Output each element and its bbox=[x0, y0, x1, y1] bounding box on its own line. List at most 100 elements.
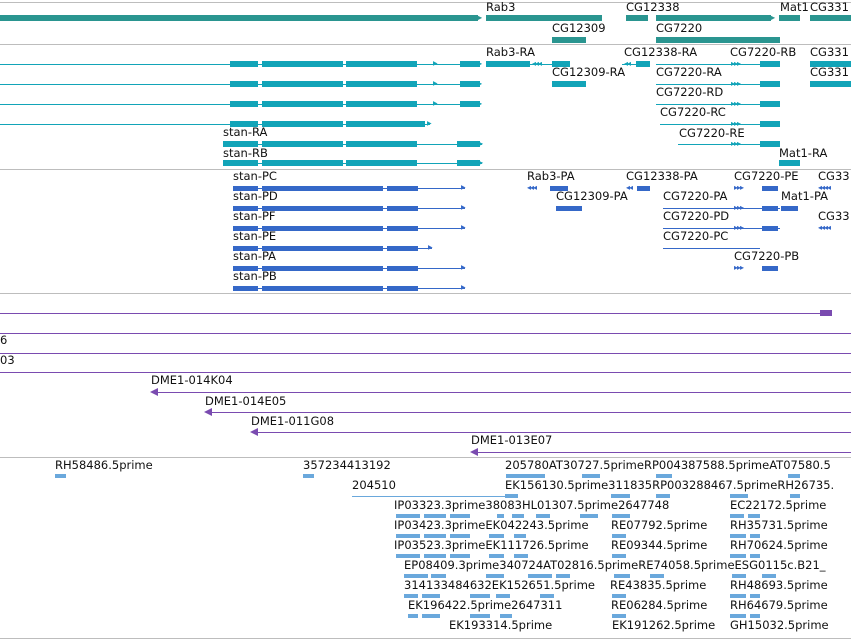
exon-block[interactable] bbox=[230, 121, 258, 127]
exon-block[interactable] bbox=[387, 205, 418, 211]
exon-block[interactable] bbox=[262, 245, 383, 251]
clones-feature-label[interactable]: 03 bbox=[0, 353, 15, 367]
exon-block[interactable] bbox=[760, 141, 780, 147]
est-block[interactable] bbox=[730, 554, 746, 558]
transcripts-feature-label[interactable]: Mat1-RA bbox=[779, 146, 828, 160]
ests-feature-label[interactable]: RE43835.5prime bbox=[610, 578, 707, 592]
clones-feature-label[interactable]: DME1-013E07 bbox=[471, 433, 553, 447]
exon-block[interactable] bbox=[781, 205, 798, 211]
est-block[interactable] bbox=[470, 594, 490, 598]
est-block[interactable] bbox=[730, 514, 744, 518]
exon-block[interactable] bbox=[552, 61, 570, 67]
proteins-feature-label[interactable]: CG7220-PC bbox=[663, 229, 729, 243]
est-block[interactable] bbox=[489, 554, 504, 558]
est-block[interactable] bbox=[506, 474, 520, 478]
clones-feature-label[interactable]: DME1-014K04 bbox=[151, 373, 233, 387]
est-block[interactable] bbox=[536, 514, 550, 518]
est-block[interactable] bbox=[732, 574, 746, 578]
ests-feature-label[interactable]: EK191262.5prime bbox=[612, 618, 716, 632]
exon-block[interactable] bbox=[460, 81, 480, 87]
exon-block[interactable] bbox=[779, 160, 800, 166]
proteins-feature-label[interactable]: CG7220-PB bbox=[734, 249, 800, 263]
exon-block[interactable] bbox=[762, 185, 778, 191]
exon-block[interactable] bbox=[346, 121, 425, 127]
est-block[interactable] bbox=[650, 574, 664, 578]
est-block[interactable] bbox=[540, 594, 554, 598]
exon-block[interactable] bbox=[762, 205, 778, 211]
gene-bar[interactable] bbox=[0, 15, 478, 21]
ests-feature-label[interactable]: RE09344.5prime bbox=[611, 538, 708, 552]
exon-block[interactable] bbox=[262, 265, 383, 271]
ests-feature-label[interactable]: EC22172.5prime bbox=[730, 498, 827, 512]
genes-feature-label[interactable]: CG331 bbox=[810, 0, 849, 14]
exon-block[interactable] bbox=[762, 265, 778, 271]
exon-block[interactable] bbox=[760, 101, 780, 107]
exon-block[interactable] bbox=[346, 160, 417, 166]
exon-block[interactable] bbox=[233, 265, 258, 271]
exon-block[interactable] bbox=[637, 185, 650, 191]
est-block[interactable] bbox=[790, 494, 800, 498]
proteins-feature-label[interactable]: Mat1-PA bbox=[781, 189, 829, 203]
ests-feature-label[interactable]: IP03523.3primeEK111726.5prime bbox=[394, 538, 589, 552]
ests-feature-label[interactable]: EK196422.5prime2647311 bbox=[408, 598, 563, 612]
transcripts-feature-label[interactable]: CG331 bbox=[810, 45, 849, 59]
est-block[interactable] bbox=[750, 594, 760, 598]
gene-bar[interactable] bbox=[486, 15, 602, 21]
exon-block[interactable] bbox=[223, 141, 258, 147]
est-block[interactable] bbox=[404, 574, 428, 578]
exon-block[interactable] bbox=[387, 225, 418, 231]
est-block[interactable] bbox=[404, 594, 418, 598]
est-block[interactable] bbox=[656, 494, 670, 498]
est-block[interactable] bbox=[611, 494, 630, 498]
proteins-feature-label[interactable]: CG33 bbox=[818, 209, 850, 223]
exon-block[interactable] bbox=[387, 185, 418, 191]
ests-feature-label[interactable]: 314133484632EK152651.5prime bbox=[404, 578, 595, 592]
gene-bar[interactable] bbox=[552, 37, 586, 43]
exon-block[interactable] bbox=[262, 225, 383, 231]
transcripts-feature-label[interactable]: CG7220-RA bbox=[656, 65, 722, 79]
exon-block[interactable] bbox=[457, 160, 480, 166]
proteins-feature-label[interactable]: CG7220-PA bbox=[663, 189, 728, 203]
exon-block[interactable] bbox=[233, 205, 258, 211]
proteins-feature-label[interactable]: stan-PC bbox=[233, 169, 277, 183]
exon-block[interactable] bbox=[223, 160, 258, 166]
est-block[interactable] bbox=[450, 514, 470, 518]
transcripts-feature-label[interactable]: CG331 bbox=[810, 65, 849, 79]
exon-block[interactable] bbox=[460, 101, 480, 107]
ests-feature-label[interactable]: EK156130.5prime311835RP003288467.5primeR… bbox=[505, 478, 835, 492]
gene-bar[interactable] bbox=[656, 15, 771, 21]
exon-block[interactable] bbox=[550, 185, 568, 191]
est-block[interactable] bbox=[730, 594, 746, 598]
est-block[interactable] bbox=[748, 514, 760, 518]
est-block[interactable] bbox=[489, 534, 504, 538]
ests-feature-label[interactable]: EK193314.5prime bbox=[449, 618, 553, 632]
exon-block[interactable] bbox=[262, 61, 343, 67]
exon-block[interactable] bbox=[262, 205, 383, 211]
est-block[interactable] bbox=[396, 514, 420, 518]
est-block[interactable] bbox=[396, 534, 420, 538]
est-block[interactable] bbox=[612, 534, 626, 538]
est-block[interactable] bbox=[470, 614, 490, 618]
exon-block[interactable] bbox=[233, 245, 258, 251]
ests-feature-label[interactable]: IP03323.3prime38083HL01307.5prime2647748 bbox=[394, 498, 670, 512]
proteins-feature-label[interactable]: CG7220-PE bbox=[734, 169, 799, 183]
transcripts-feature-label[interactable]: CG12309-RA bbox=[552, 65, 626, 79]
est-block[interactable] bbox=[762, 574, 776, 578]
ests-feature-label[interactable]: RH35731.5prime bbox=[730, 518, 828, 532]
est-block[interactable] bbox=[514, 554, 528, 558]
est-block[interactable] bbox=[520, 474, 545, 478]
transcripts-feature-label[interactable]: stan-RB bbox=[223, 146, 268, 160]
est-block[interactable] bbox=[614, 574, 630, 578]
ests-feature-label[interactable]: RE07792.5prime bbox=[611, 518, 708, 532]
gene-bar[interactable] bbox=[779, 15, 800, 21]
exon-block[interactable] bbox=[346, 81, 417, 87]
exon-block[interactable] bbox=[636, 61, 650, 67]
genes-feature-label[interactable]: CG7220 bbox=[656, 21, 703, 35]
est-block[interactable] bbox=[424, 554, 446, 558]
exon-block[interactable] bbox=[262, 101, 343, 107]
exon-block[interactable] bbox=[762, 225, 778, 231]
exon-block[interactable] bbox=[760, 121, 780, 127]
ests-feature-label[interactable]: RH58486.5prime bbox=[55, 458, 153, 472]
exon-block[interactable] bbox=[387, 285, 418, 291]
proteins-feature-label[interactable]: stan-PD bbox=[233, 189, 278, 203]
